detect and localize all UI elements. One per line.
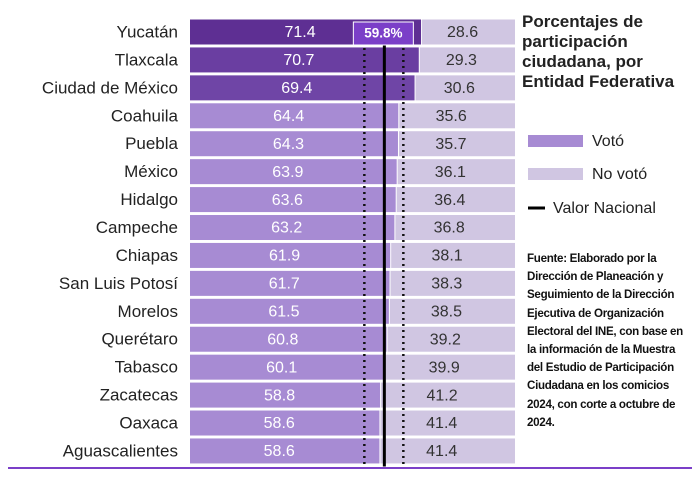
value-label: 58.8 [264, 387, 295, 404]
value-label: 36.8 [434, 220, 465, 237]
chart-title: Porcentajes de participación ciudadana, … [522, 12, 675, 91]
bar-segment [190, 47, 419, 73]
value-label: 61.9 [269, 248, 300, 265]
category-label: Tlaxcala [115, 50, 179, 69]
category-label: Puebla [125, 134, 178, 153]
reference-label: 59.8% [364, 26, 402, 41]
legend-label: No votó [592, 166, 647, 183]
value-label: 39.2 [430, 331, 461, 348]
value-label: 38.5 [431, 304, 462, 321]
category-label: Zacatecas [100, 386, 178, 405]
value-label: 36.1 [435, 164, 466, 181]
category-label: Oaxaca [119, 414, 178, 433]
bar-segment [415, 75, 515, 101]
bar-segment [190, 410, 380, 436]
value-label: 71.4 [284, 24, 315, 41]
bar-segment [387, 326, 515, 352]
value-label: 60.8 [267, 331, 298, 348]
bar-segment [398, 131, 515, 157]
bar-segment [190, 159, 397, 185]
bar-segment [190, 215, 395, 241]
category-label: Hidalgo [120, 190, 178, 209]
bar-segment [397, 159, 515, 185]
value-label: 61.5 [268, 304, 299, 321]
category-label: Aguascalientes [63, 441, 178, 460]
bar-segment [190, 131, 398, 157]
legend-swatch [528, 168, 583, 180]
bar-segment [396, 187, 515, 213]
legend-label: Valor Nacional [553, 200, 656, 217]
value-label: 35.7 [435, 136, 466, 153]
source-note: Fuente: Elaborado por la Dirección de Pl… [527, 252, 683, 429]
category-label: Querétaro [101, 330, 178, 349]
value-label: 61.7 [269, 276, 300, 293]
value-label: 35.6 [436, 108, 467, 125]
category-label: Coahuila [111, 106, 179, 125]
value-label: 64.4 [273, 108, 304, 125]
category-label: México [124, 162, 178, 181]
bar-segment [391, 242, 515, 268]
category-label: Tabasco [115, 358, 178, 377]
bar-segment [390, 270, 515, 296]
bar-segment [190, 270, 390, 296]
value-label: 28.6 [447, 24, 478, 41]
value-label: 36.4 [434, 192, 465, 209]
bar-segment [399, 103, 515, 129]
value-label: 41.4 [426, 443, 457, 460]
value-label: 41.4 [426, 415, 457, 432]
bar-segment [190, 187, 396, 213]
value-label: 30.6 [444, 80, 475, 97]
legend-swatch [528, 135, 583, 147]
value-label: 63.9 [272, 164, 303, 181]
value-label: 29.3 [446, 52, 477, 69]
bar-segment [385, 354, 515, 380]
bar-segment [190, 326, 387, 352]
bar-segment [190, 75, 415, 101]
bar-segment [389, 298, 515, 324]
value-label: 58.6 [264, 415, 295, 432]
bar-segment [190, 242, 391, 268]
value-label: 39.9 [429, 359, 460, 376]
category-label: Chiapas [116, 246, 178, 265]
category-label: Campeche [96, 218, 178, 237]
category-label: Morelos [118, 302, 178, 321]
bar-segment [422, 19, 515, 45]
bar-segment [395, 215, 515, 241]
value-label: 60.1 [266, 359, 297, 376]
value-label: 38.1 [432, 248, 463, 265]
bar-segment [190, 382, 381, 408]
bar-segment [190, 438, 380, 464]
value-label: 41.2 [426, 387, 457, 404]
reference-label-box [352, 21, 414, 46]
category-label: Ciudad de México [42, 78, 178, 97]
value-label: 38.3 [431, 276, 462, 293]
category-label: Yucatán [117, 22, 178, 41]
bar-segment [190, 298, 389, 324]
category-label: San Luis Potosí [59, 274, 178, 293]
value-label: 69.4 [281, 80, 312, 97]
value-label: 70.7 [283, 52, 314, 69]
legend-label: Votó [592, 133, 624, 150]
bar-segment [419, 47, 515, 73]
value-label: 63.2 [271, 220, 302, 237]
value-label: 63.6 [272, 192, 303, 209]
value-label: 58.6 [264, 443, 295, 460]
bar-segment [190, 354, 385, 380]
value-label: 64.3 [273, 136, 304, 153]
